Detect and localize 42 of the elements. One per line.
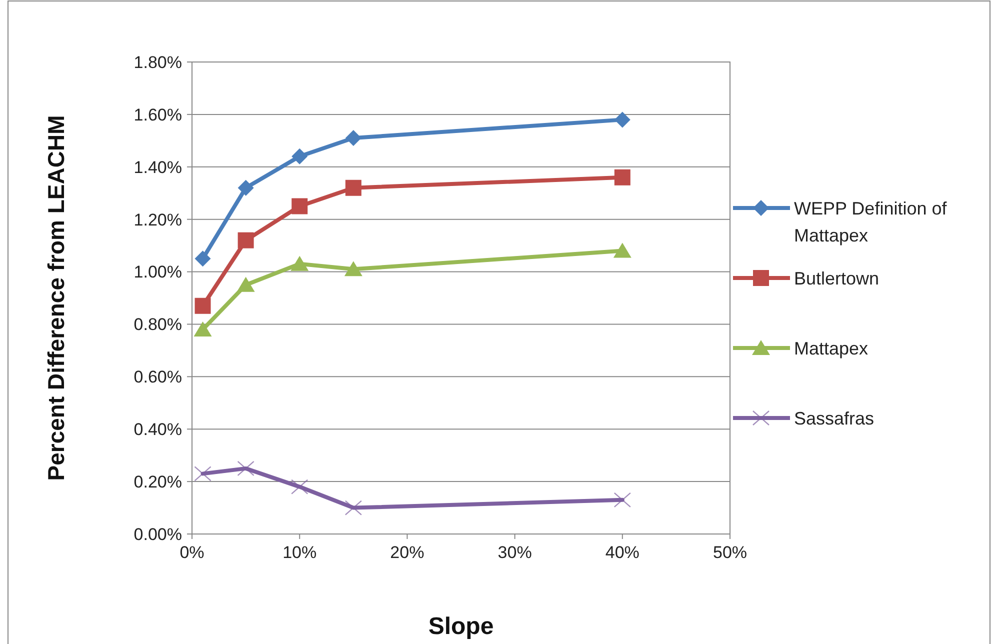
point [238, 232, 254, 248]
point [345, 180, 362, 196]
x-axis-title: Slope [428, 613, 494, 640]
point [614, 169, 630, 186]
point [345, 130, 362, 146]
y-tick-label: 0.60% [134, 368, 182, 387]
point [292, 198, 308, 214]
point [613, 242, 632, 258]
point [238, 180, 254, 196]
y-tick-label: 0.00% [134, 524, 182, 544]
y-tick-label: 1.40% [134, 158, 182, 177]
point [344, 500, 362, 516]
y-tick-label: 0.40% [134, 420, 182, 440]
legend-label: Butlertown [794, 268, 880, 288]
point [194, 321, 212, 336]
x-tick-label: 50% [712, 543, 748, 562]
legend-label: WEPP Definition of Mattapex [794, 198, 948, 246]
y-tick-label: 0.80% [134, 315, 182, 334]
point [236, 276, 255, 292]
x-tick-label: 10% [282, 543, 317, 562]
y-axis-title: Percent Difference from LEACHM [43, 115, 69, 481]
point [291, 479, 308, 494]
x-tick-label: 30% [498, 543, 532, 562]
point [292, 148, 308, 164]
point [194, 250, 211, 267]
x-tick-label: 0% [180, 543, 204, 562]
point [194, 466, 212, 482]
y-tick-label: 1.00% [134, 262, 182, 282]
point [290, 256, 309, 271]
point [237, 460, 254, 476]
point [614, 112, 630, 128]
x-tick-label: 40% [605, 543, 640, 562]
legend-label: Mattapex [794, 338, 868, 358]
y-tick-label: 0.20% [134, 472, 182, 492]
point [194, 298, 211, 314]
legend-label: Sassafras [794, 408, 874, 428]
point [344, 261, 362, 276]
y-tick-label: 1.20% [134, 210, 182, 230]
y-tick-label: 1.60% [134, 105, 182, 124]
y-tick-label: 1.80% [134, 52, 182, 72]
point [614, 492, 631, 508]
x-tick-label: 20% [390, 543, 424, 562]
